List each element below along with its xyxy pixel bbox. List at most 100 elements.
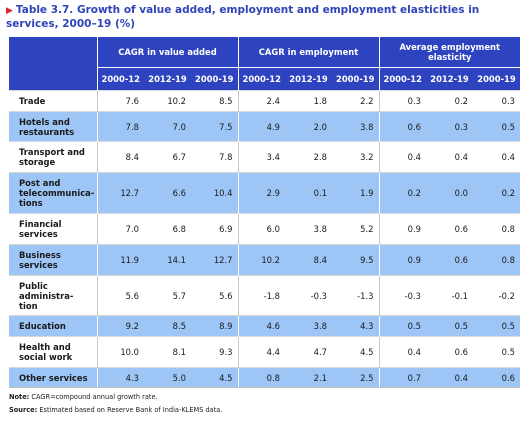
group-header-value-added: CAGR in value added xyxy=(96,37,238,68)
cell-value: 4.7 xyxy=(285,336,332,368)
cell-value: 0.4 xyxy=(378,141,426,173)
cell-value: 8.5 xyxy=(191,90,238,112)
row-label: Transport and storage xyxy=(9,141,97,173)
cell-value: 2.5 xyxy=(332,367,379,388)
cell-value: 0.2 xyxy=(426,90,473,112)
cell-value: 0.8 xyxy=(473,213,520,245)
note-label: Note: xyxy=(9,393,30,401)
row-label: Hotels and restaurants xyxy=(9,111,97,142)
header-corner xyxy=(9,37,97,91)
cell-value: 1.8 xyxy=(285,90,332,112)
cell-value: 10.2 xyxy=(144,90,191,112)
period-header: 2012-19 xyxy=(144,67,191,91)
cell-value: 0.3 xyxy=(473,90,520,112)
cell-value: 0.9 xyxy=(378,244,426,276)
cell-value: 0.4 xyxy=(426,141,473,173)
period-header: 2000-12 xyxy=(378,67,426,91)
table-row: Transport and storage 8.4 6.7 7.8 3.4 2.8 3.2 0… xyxy=(9,141,520,173)
cell-value: 0.3 xyxy=(426,111,473,142)
cell-value: 4.5 xyxy=(332,336,379,368)
cell-value: 12.7 xyxy=(96,172,144,214)
cell-value: 3.8 xyxy=(285,315,332,337)
cell-value: -1.3 xyxy=(332,275,379,316)
cell-value: 7.0 xyxy=(144,111,191,142)
table-body: Trade 7.6 10.2 8.5 2.4 1.8 2.2 0.3 0.2 0.3 Hotels … xyxy=(9,90,520,388)
row-label-text: Business services xyxy=(19,250,61,270)
row-label-text: Hotels and restaurants xyxy=(19,116,75,137)
services-growth-table: CAGR in value added CAGR in employment A… xyxy=(9,37,520,388)
table-row: Health and social work 10.0 8.1 9.3 4.4 4.7 4.… xyxy=(9,336,520,368)
row-label-text: Transport and storage xyxy=(19,147,85,167)
cell-value: 12.7 xyxy=(191,244,238,276)
row-label: Public administra-tion xyxy=(9,275,97,316)
row-label: Trade xyxy=(9,90,97,112)
row-label-text: Other services xyxy=(19,372,88,383)
source-label: Source: xyxy=(9,406,38,414)
table-row: Financial services 7.0 6.8 6.9 6.0 3.8 5.2 0.9 0… xyxy=(9,213,520,245)
cell-value: 1.9 xyxy=(332,172,379,214)
cell-value: -0.3 xyxy=(285,275,332,316)
table-note: Note: CAGR=compound annual growth rate. xyxy=(9,393,158,402)
group-header-employment: CAGR in employment xyxy=(237,37,379,68)
cell-value: 2.9 xyxy=(237,172,285,214)
table-row: Trade 7.6 10.2 8.5 2.4 1.8 2.2 0.3 0.2 0.3 xyxy=(9,90,520,112)
group-header-elasticity: Average employment elasticity xyxy=(378,37,520,68)
cell-value: 7.0 xyxy=(96,213,144,245)
cell-value: 0.0 xyxy=(426,172,473,214)
cell-value: 5.2 xyxy=(332,213,379,245)
cell-value: 3.8 xyxy=(285,213,332,245)
cell-value: 7.8 xyxy=(96,111,144,142)
cell-value: 8.4 xyxy=(96,141,144,173)
cell-value: 6.7 xyxy=(144,141,191,173)
cell-value: 2.2 xyxy=(332,90,379,112)
row-label-text: Financial services xyxy=(19,219,62,239)
table-row: Education 9.2 8.5 8.9 4.6 3.8 4.3 0.5 0.5 0.5 xyxy=(9,315,520,337)
row-label-text: Public administra-tion xyxy=(19,280,74,311)
cell-value: 2.4 xyxy=(237,90,285,112)
cell-value: 0.9 xyxy=(378,213,426,245)
cell-value: 9.3 xyxy=(191,336,238,368)
cell-value: 8.9 xyxy=(191,315,238,337)
cell-value: 4.9 xyxy=(237,111,285,142)
cell-value: 4.6 xyxy=(237,315,285,337)
table-row: Public administra-tion 5.6 5.7 5.6 -1.8 -0.3-… xyxy=(9,275,520,316)
cell-value: 3.4 xyxy=(237,141,285,173)
cell-value: 5.7 xyxy=(144,275,191,316)
cell-value: 3.8 xyxy=(332,111,379,142)
period-header: 2012-19 xyxy=(426,67,473,91)
row-label: Financial services xyxy=(9,213,97,245)
cell-value: 0.2 xyxy=(378,172,426,214)
row-label: Education xyxy=(9,315,97,337)
table-row: Hotels and restaurants 7.8 7.0 7.5 4.9 2.0 3.8… xyxy=(9,111,520,142)
cell-value: 0.6 xyxy=(426,213,473,245)
cell-value: -0.1 xyxy=(426,275,473,316)
table-source: Source: Estimated based on Reserve Bank … xyxy=(9,406,222,415)
row-label: Health and social work xyxy=(9,336,97,368)
triangle-marker-icon: ▶ xyxy=(6,6,13,16)
cell-value: 0.4 xyxy=(426,367,473,388)
cell-value: 0.8 xyxy=(237,367,285,388)
cell-value: -0.3 xyxy=(378,275,426,316)
cell-value: 10.0 xyxy=(96,336,144,368)
cell-value: 8.4 xyxy=(285,244,332,276)
cell-value: 0.2 xyxy=(473,172,520,214)
cell-value: 0.3 xyxy=(378,90,426,112)
cell-value: 3.2 xyxy=(332,141,379,173)
cell-value: 4.4 xyxy=(237,336,285,368)
cell-value: 4.3 xyxy=(332,315,379,337)
cell-value: 4.5 xyxy=(191,367,238,388)
cell-value: 14.1 xyxy=(144,244,191,276)
source-text: Estimated based on Reserve Bank of India… xyxy=(39,406,223,414)
cell-value: 0.5 xyxy=(473,336,520,368)
row-label: Business services xyxy=(9,244,97,276)
cell-value: 0.6 xyxy=(378,111,426,142)
cell-value: 10.2 xyxy=(237,244,285,276)
cell-value: 0.5 xyxy=(378,315,426,337)
cell-value: 2.1 xyxy=(285,367,332,388)
cell-value: 9.2 xyxy=(96,315,144,337)
cell-value: 0.4 xyxy=(473,141,520,173)
cell-value: 8.1 xyxy=(144,336,191,368)
period-header: 2000-19 xyxy=(332,67,379,91)
row-label-text: Education xyxy=(19,321,66,331)
cell-value: 5.0 xyxy=(144,367,191,388)
